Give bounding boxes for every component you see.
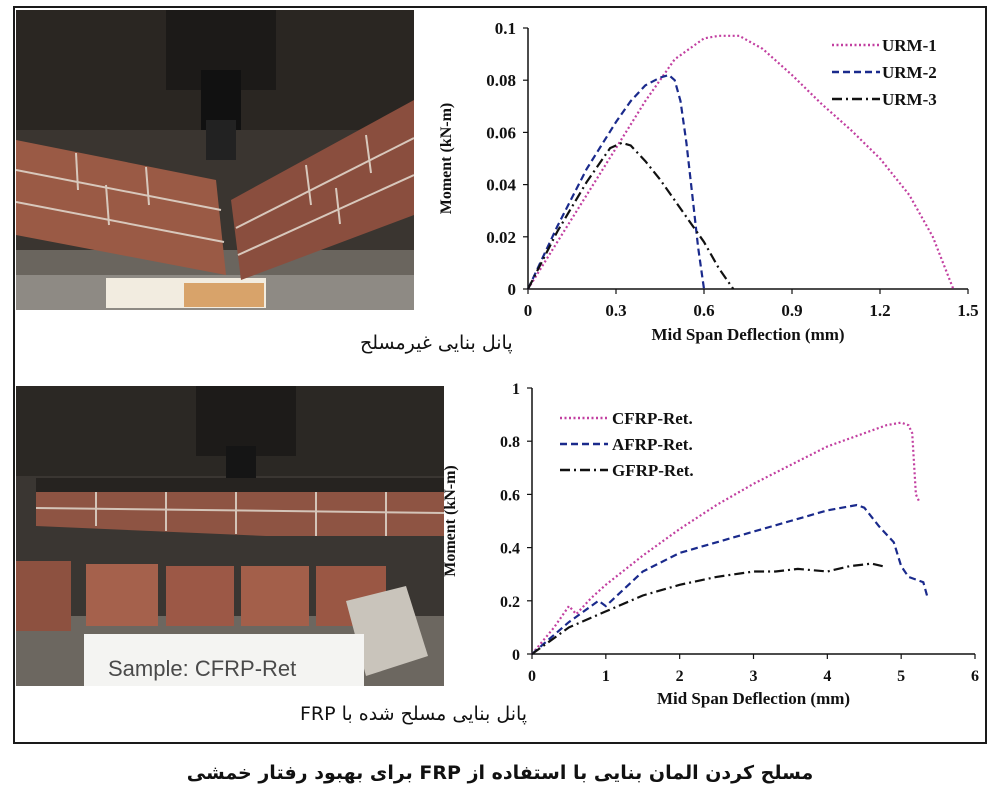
y-tick-label: 0.8: [500, 434, 520, 451]
y-tick-label: 1: [512, 381, 520, 398]
y-tick-label: 0.6: [500, 487, 520, 504]
x-tick-label: 6: [971, 668, 979, 685]
legend-label: URM-2: [882, 63, 937, 82]
y-tick-label: 0.2: [500, 594, 520, 611]
x-tick-label: 0.9: [781, 301, 802, 320]
x-tick-label: 0: [524, 301, 533, 320]
chart-urm: 0 0.3 0.6 0.9 1.2 1.5 0 0.02 0.04 0.06 0.08 0.1 Mid …: [438, 19, 979, 344]
legend-label: GFRP-Ret.: [612, 461, 694, 480]
y-tick-label: 0.1: [495, 19, 516, 38]
y-tick-label: 0.08: [486, 71, 516, 90]
y-tick-label: 0.4: [500, 541, 520, 558]
x-tick-label: 2: [676, 668, 684, 685]
x-tick-label: 1.2: [869, 301, 890, 320]
y-tick-label: 0.02: [486, 228, 516, 247]
y-axis-label: Moment (kN-m): [438, 103, 455, 215]
x-tick-label: 0.6: [693, 301, 714, 320]
sample-sign-label: Sample: CFRP-Ret: [108, 656, 296, 681]
y-tick-label: 0.04: [486, 176, 516, 195]
x-tick-label: 1.5: [957, 301, 978, 320]
y-tick-label: 0: [512, 647, 520, 664]
x-tick-label: 4: [823, 668, 831, 685]
caption-reinforced: پانل بنایی مسلح شده با FRP: [300, 703, 528, 725]
photo-reinforced-panel: Sample: CFRP-Ret: [16, 386, 444, 686]
figure-caption: مسلح کردن المان بنایی با استفاده از FRP …: [186, 762, 814, 784]
caption-unreinforced: پانل بنایی غیرمسلح: [360, 332, 513, 354]
x-axis-label: Mid Span Deflection (mm): [651, 325, 844, 344]
x-tick-label: 0.3: [605, 301, 626, 320]
photo-unreinforced-panel: [16, 10, 414, 310]
series-line-urm-2: [527, 73, 706, 290]
x-tick-label: 3: [750, 668, 758, 685]
series-line-gfrp-ret: [531, 562, 883, 655]
x-tick-label: 1: [602, 668, 610, 685]
series-line-cfrp-ret: [531, 421, 921, 655]
legend-label: URM-1: [882, 36, 937, 55]
chart-frp: 0 1 2 3 4 5 6 0 0.2 0.4 0.6 0.8 1 Mid Span Deflection…: [442, 381, 979, 708]
series-line-afrp-ret: [531, 503, 929, 655]
series-line-urm-3: [527, 141, 735, 290]
y-axis-label: Moment (kN-m): [442, 465, 459, 577]
x-axis-label: Mid Span Deflection (mm): [657, 689, 850, 708]
y-tick-label: 0.06: [486, 123, 516, 142]
legend-label: CFRP-Ret.: [612, 409, 693, 428]
legend-label: AFRP-Ret.: [612, 435, 693, 454]
x-tick-label: 5: [897, 668, 905, 685]
y-tick-label: 0: [508, 280, 517, 299]
x-tick-label: 0: [528, 668, 536, 685]
legend-label: URM-3: [882, 90, 937, 109]
